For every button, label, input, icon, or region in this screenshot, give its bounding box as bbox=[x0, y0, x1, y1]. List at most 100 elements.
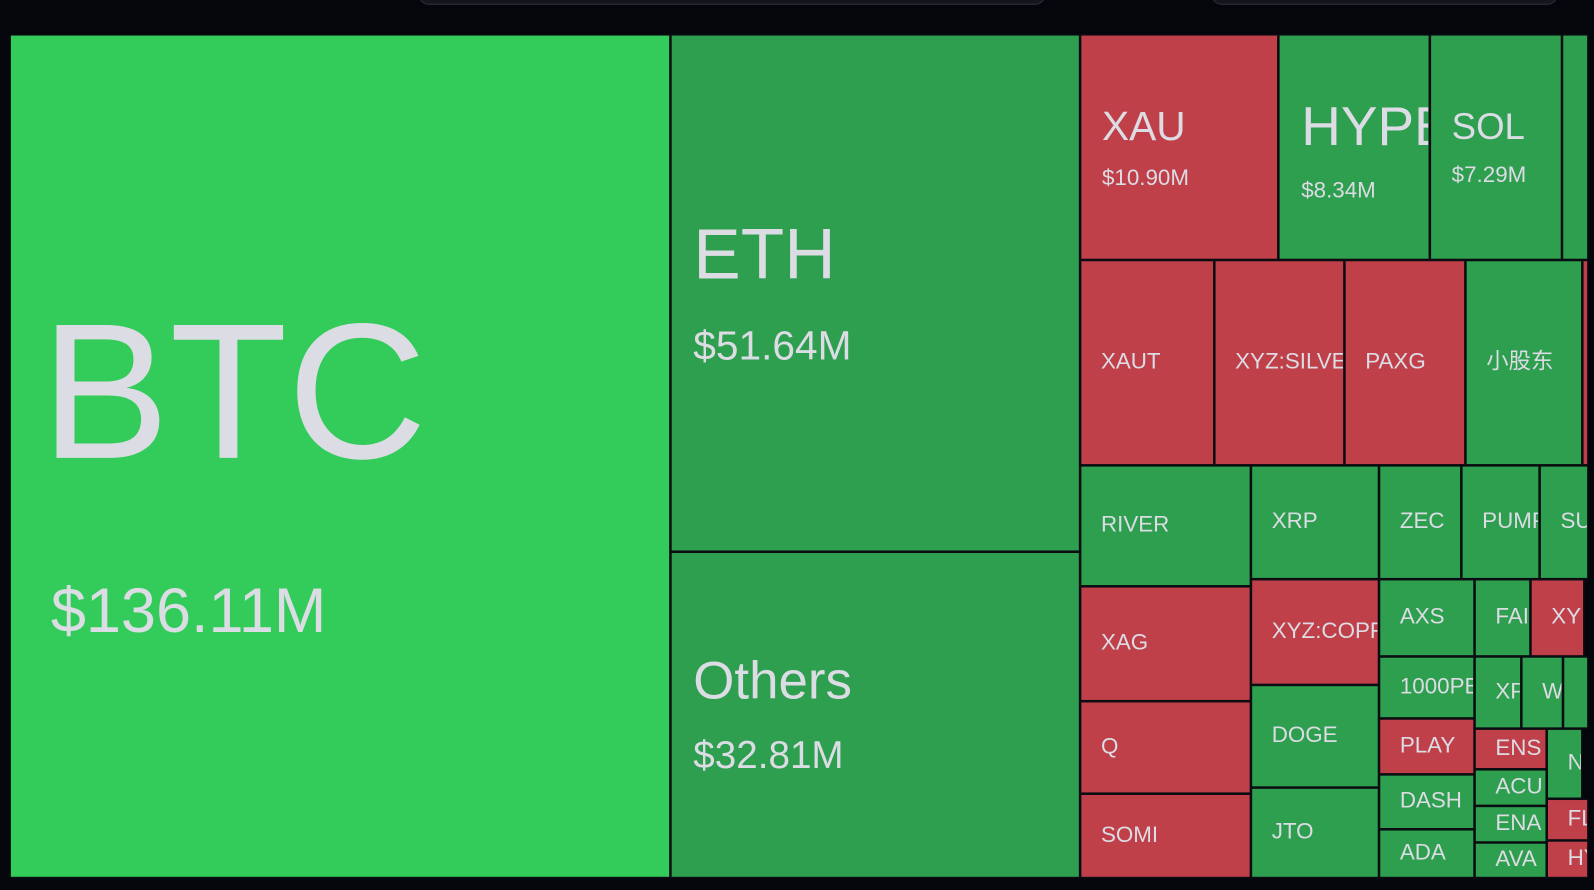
tile[interactable]: 1000PE bbox=[1378, 656, 1480, 719]
tile-label: PAXG bbox=[1365, 349, 1425, 374]
tile-label: RIVER bbox=[1101, 512, 1169, 537]
tile[interactable]: JTO bbox=[1250, 787, 1380, 879]
tile[interactable] bbox=[1562, 656, 1589, 729]
top-control[interactable] bbox=[419, 0, 1045, 5]
tile[interactable]: Q bbox=[1079, 700, 1252, 794]
tile-label: ZEC bbox=[1400, 508, 1445, 533]
tile-background bbox=[1079, 34, 1279, 261]
tile[interactable]: XAG bbox=[1079, 586, 1252, 702]
tile-background bbox=[1079, 465, 1252, 587]
tile[interactable]: XP bbox=[1474, 656, 1525, 729]
tile[interactable]: XAU $10.90M bbox=[1079, 34, 1279, 261]
tile[interactable]: XYZ:COPF bbox=[1250, 578, 1383, 686]
tile-background bbox=[1250, 465, 1380, 580]
tile-background bbox=[1474, 656, 1522, 729]
top-control[interactable] bbox=[1212, 0, 1558, 5]
tile[interactable]: DOGE bbox=[1250, 684, 1380, 788]
tile-label: FAI bbox=[1495, 604, 1529, 629]
tile[interactable]: W bbox=[1521, 656, 1564, 729]
tile-background bbox=[1214, 259, 1345, 466]
tile-background bbox=[670, 34, 1081, 552]
tile-label: SU bbox=[1560, 508, 1591, 533]
tile-label: FL bbox=[1568, 806, 1594, 831]
tile-background bbox=[1474, 578, 1531, 657]
tile[interactable] bbox=[1561, 34, 1589, 261]
tile-label: XP bbox=[1495, 678, 1525, 703]
tile-label: ENA bbox=[1495, 810, 1541, 835]
tile-background bbox=[1474, 805, 1547, 843]
tile-label: XAUT bbox=[1101, 349, 1161, 374]
tile-background bbox=[1474, 842, 1547, 879]
tile-background bbox=[670, 551, 1081, 879]
tile[interactable]: AXS bbox=[1378, 578, 1475, 657]
tile-label: ENS bbox=[1495, 735, 1541, 760]
tile-value: $136.11M bbox=[51, 576, 327, 646]
tile[interactable]: ENS bbox=[1474, 728, 1547, 770]
tile[interactable]: ENA bbox=[1474, 805, 1547, 843]
tile-label: XY bbox=[1551, 604, 1581, 629]
tile-label: ADA bbox=[1400, 840, 1446, 865]
tile-value: $7.29M bbox=[1452, 162, 1527, 187]
tile-label: AVA bbox=[1495, 846, 1537, 871]
tile[interactable]: XAUT bbox=[1079, 259, 1215, 466]
tile-background bbox=[1562, 656, 1589, 729]
tile-background bbox=[1429, 34, 1563, 261]
tile-background bbox=[1278, 34, 1431, 261]
tile[interactable]: HY bbox=[1546, 840, 1594, 879]
tile-background bbox=[1079, 586, 1252, 702]
tile[interactable]: DASH bbox=[1378, 774, 1475, 830]
tile-label: W bbox=[1542, 678, 1564, 703]
tile-background bbox=[1465, 259, 1583, 466]
tile-background bbox=[1539, 465, 1589, 580]
tile[interactable]: SOL $7.29M bbox=[1429, 34, 1563, 261]
tile-label: N bbox=[1568, 750, 1584, 775]
tile-background bbox=[1378, 656, 1475, 719]
tile[interactable]: FAI bbox=[1474, 578, 1531, 657]
tile[interactable]: ETH $51.64M bbox=[670, 34, 1081, 552]
tile[interactable]: XY bbox=[1530, 578, 1585, 657]
tile-label: HY bbox=[1568, 845, 1594, 870]
tile[interactable] bbox=[1582, 259, 1589, 466]
tile[interactable]: PLAY bbox=[1378, 718, 1475, 775]
tile-label: ETH bbox=[693, 215, 835, 294]
tile-label: SOL bbox=[1452, 106, 1525, 147]
tile[interactable]: PAXG bbox=[1344, 259, 1466, 466]
tile[interactable]: RIVER bbox=[1079, 465, 1252, 587]
tile[interactable]: SU bbox=[1539, 465, 1591, 580]
tile-label: 1000PE bbox=[1400, 673, 1480, 698]
tile-background bbox=[1378, 578, 1475, 657]
tile-background bbox=[1378, 774, 1475, 830]
tile-label: JTO bbox=[1272, 819, 1314, 844]
tile[interactable]: N bbox=[1546, 728, 1584, 800]
tile[interactable]: ADA bbox=[1378, 829, 1475, 879]
tile-background bbox=[1546, 728, 1583, 800]
tile[interactable]: Others $32.81M bbox=[670, 551, 1081, 879]
tile[interactable]: FL bbox=[1546, 798, 1594, 841]
tile-value: $32.81M bbox=[693, 734, 843, 777]
tile-background bbox=[1250, 578, 1380, 686]
tile[interactable]: PUMP bbox=[1461, 465, 1547, 580]
tile[interactable]: AVA bbox=[1474, 842, 1547, 879]
tile-background bbox=[1079, 259, 1215, 466]
tile[interactable]: 小股东 bbox=[1465, 259, 1583, 466]
tile[interactable]: ZEC bbox=[1378, 465, 1462, 580]
tile-background bbox=[1079, 793, 1252, 879]
tile-background bbox=[1546, 840, 1589, 879]
tile-label: PLAY bbox=[1400, 732, 1456, 757]
tile-label: Q bbox=[1101, 733, 1118, 758]
tile[interactable]: HYPE $8.34M bbox=[1278, 34, 1451, 261]
tile-background bbox=[1378, 718, 1475, 775]
tile[interactable]: BTC $136.11M bbox=[9, 34, 671, 879]
tile-background bbox=[1378, 465, 1462, 580]
tile-label: BTC bbox=[41, 283, 427, 499]
tile[interactable]: ACU bbox=[1474, 769, 1547, 807]
tile-label: 小股东 bbox=[1486, 349, 1553, 374]
tile-background bbox=[1378, 829, 1475, 879]
tile[interactable]: XRP bbox=[1250, 465, 1380, 580]
tile-background bbox=[1530, 578, 1585, 657]
tile[interactable]: SOMI bbox=[1079, 793, 1252, 879]
tile[interactable]: XYZ:SILVE bbox=[1214, 259, 1347, 466]
tile-label: XAG bbox=[1101, 630, 1148, 655]
